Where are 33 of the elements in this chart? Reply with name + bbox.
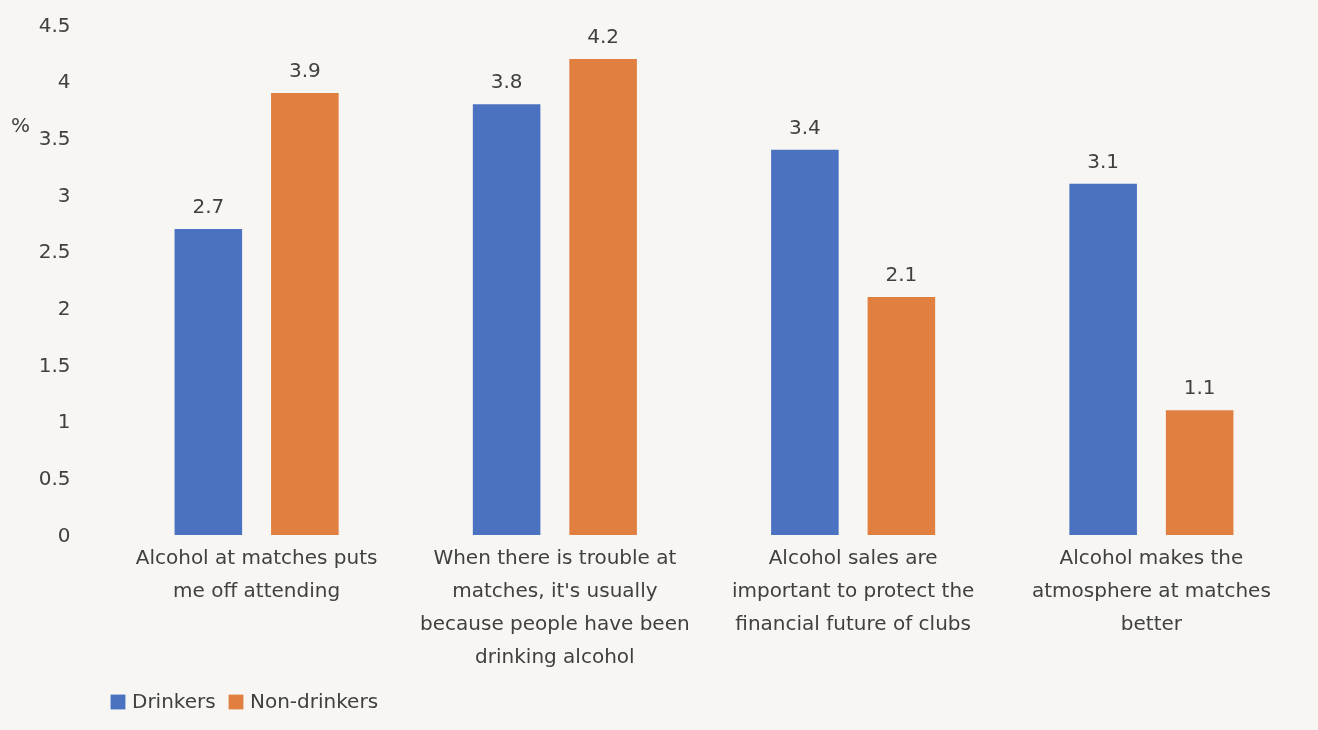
y-tick-label: 0 xyxy=(57,522,71,547)
data-label: 2.1 xyxy=(885,262,918,286)
legend-label: Non-drinkers xyxy=(250,689,379,713)
data-label: 1.1 xyxy=(1183,375,1216,400)
bar xyxy=(472,104,541,535)
y-tick-label: 3 xyxy=(57,182,71,207)
x-tick-label: When there is trouble at matches, it's usually because people have been drinking alcohol xyxy=(420,544,690,668)
y-tick-label: 2.5 xyxy=(38,239,71,264)
data-label: 3.8 xyxy=(490,69,523,94)
y-tick-label: 2 xyxy=(57,295,71,320)
y-tick-label: 3.5 xyxy=(38,125,71,150)
y-tick-label: 1.5 xyxy=(38,352,71,377)
bar xyxy=(271,93,339,535)
y-tick-label: 4.5 xyxy=(38,12,71,37)
data-label: 3.4 xyxy=(788,114,821,139)
y-tick-label: 1 xyxy=(57,409,71,434)
data-label: 2.7 xyxy=(192,194,225,218)
bar xyxy=(1165,410,1234,535)
legend-label: Drinkers xyxy=(132,689,216,713)
bar xyxy=(174,229,243,535)
bar xyxy=(771,149,839,535)
y-tick-label: 0.5 xyxy=(38,465,71,490)
data-label: 4.2 xyxy=(587,24,620,48)
data-label: 3.9 xyxy=(288,58,321,82)
y-axis-title: % xyxy=(10,112,31,137)
bar xyxy=(1069,183,1137,535)
data-label: 3.1 xyxy=(1087,148,1120,173)
bar xyxy=(569,59,637,535)
bar xyxy=(867,297,936,535)
y-tick-label: 4 xyxy=(57,69,71,94)
x-tick-label: Alcohol sales are important to protect the financial future of clubs xyxy=(731,544,975,635)
x-tick-label: Alcohol at matches puts me off attending xyxy=(135,544,378,602)
x-tick-label: Alcohol makes the atmosphere at matches better xyxy=(1032,544,1271,635)
